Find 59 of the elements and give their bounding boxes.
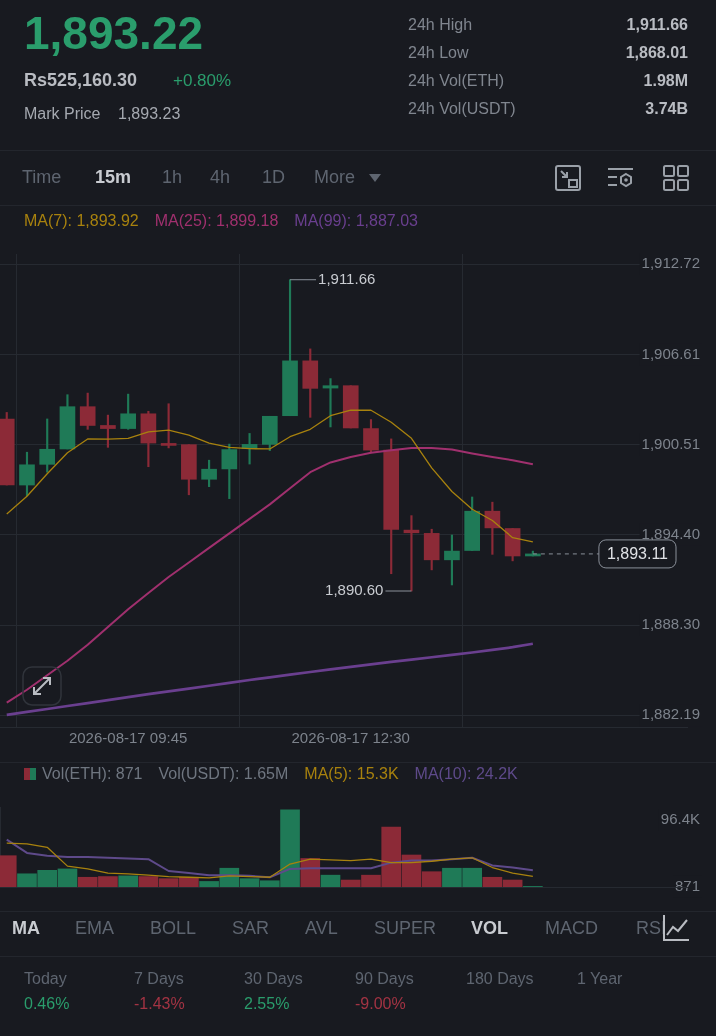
y-tick-label: 1,906.61 [641,344,700,362]
legend-label: Vol(ETH): 871 [42,765,143,783]
text: 15m [95,167,132,188]
text: 2.55% [244,995,290,1013]
text: MA(5): 15.3K [304,765,399,783]
text: +0.80% [173,71,232,91]
text: 1,868.01 [625,44,688,62]
text: 1h [162,167,183,188]
text: Time [22,167,62,188]
text: More [314,167,356,188]
text: MA(7): 1,893.92 [24,212,139,230]
y-tick-label: 96.4K [660,810,700,828]
ref-line-label: 1,893.11 [606,545,669,563]
text: 1D [262,167,286,188]
text: BOLL [150,918,197,939]
text: 24h High [408,16,473,34]
text: MA(99): 1,887.03 [294,212,418,230]
text: MACD [545,918,598,939]
text: 0.46% [24,995,70,1013]
y-tick-label: 1,894.40 [641,524,700,542]
bar [320,874,341,887]
y-tick-label: 1,912.72 [641,254,700,272]
text: 1,911.66 [626,16,688,34]
text: VOL [471,918,509,939]
candlestick [322,378,339,428]
text: 180 Days [466,970,534,988]
text: AVL [305,918,338,939]
text: Mark Price [24,105,101,123]
text: 1 Year [577,970,623,988]
text: 30 Days [244,970,303,988]
text: Vol(USDT): 1.65M [158,765,289,783]
annotation: 1,890.60 [325,581,384,599]
y-tick-label: 1,882.19 [641,705,700,723]
y-tick-label: 1,900.51 [641,434,700,452]
x-tick-label: 2026-08-17 12:30 [291,729,410,747]
annotation: 1,911.66 [318,269,376,287]
text: SUPER [374,918,437,939]
text: EMA [75,918,115,939]
x-tick-label: 2026-08-17 09:45 [68,729,188,747]
text: Today [24,970,67,988]
y-tick-label: 1,888.30 [641,615,700,633]
text: -1.43% [134,995,185,1013]
text: 3.74B [645,100,688,118]
text: MA(25): 1,899.18 [154,212,279,230]
text: 7 Days [134,970,184,988]
text: MA [12,918,40,939]
text: 4h [210,167,231,188]
text: -9.00% [355,995,406,1013]
text: 1.98M [643,72,688,90]
text: Rs525,160.30 [24,70,138,91]
text: 1,893.23 [118,105,181,123]
text: 90 Days [355,970,414,988]
text: 24h Low [408,44,469,62]
text: SAR [232,918,270,939]
chart-title: 1,893.22 [24,6,204,60]
text: 24h Vol(ETH) [408,72,505,90]
text: MA(10): 24.2K [414,765,518,783]
text: 24h Vol(USDT) [408,100,516,118]
bar [118,875,138,887]
